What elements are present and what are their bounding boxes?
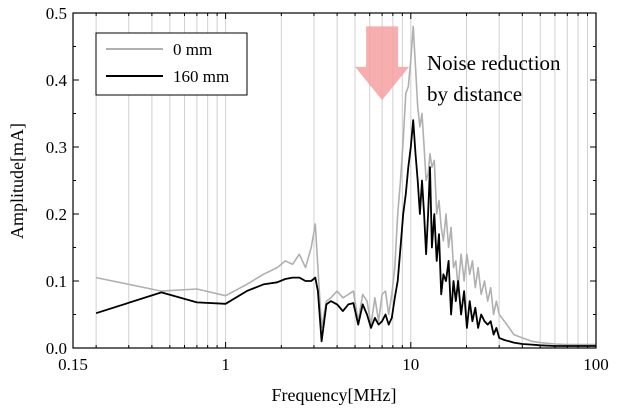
down-arrow-icon: [355, 26, 410, 101]
y-tick-label: 0.2: [46, 205, 67, 224]
axes: 0.15 1 10 100 0.0 0.1 0.2 0.3 0.4 0.5: [46, 4, 609, 374]
series-layer: [95, 25, 596, 347]
series-line-0-mm: [95, 25, 596, 346]
legend-label-0-mm: 0 mm: [173, 40, 212, 59]
y-tick-label: 0.5: [46, 4, 67, 23]
x-tick-label: 10: [402, 355, 419, 374]
x-tick-label: 1: [221, 355, 230, 374]
y-tick-label: 0.4: [46, 71, 68, 90]
series-line-160-mm: [95, 119, 596, 347]
x-tick-label: 0.15: [58, 355, 88, 374]
y-tick-label: 0.1: [46, 272, 67, 291]
x-axis-title: Frequency[MHz]: [272, 385, 397, 405]
x-tick-label: 100: [583, 355, 609, 374]
legend: 0 mm 160 mm: [95, 32, 248, 96]
y-tick-label: 0.0: [46, 339, 67, 358]
legend-label-160-mm: 160 mm: [173, 67, 229, 86]
legend-box: [95, 32, 248, 96]
y-axis-title: Amplitude[mA]: [7, 123, 27, 239]
annotation-line-1: Noise reduction: [427, 51, 561, 75]
annotation-line-2: by distance: [427, 82, 522, 106]
y-tick-label: 0.3: [46, 138, 67, 157]
annotation: Noise reduction by distance: [355, 26, 561, 106]
